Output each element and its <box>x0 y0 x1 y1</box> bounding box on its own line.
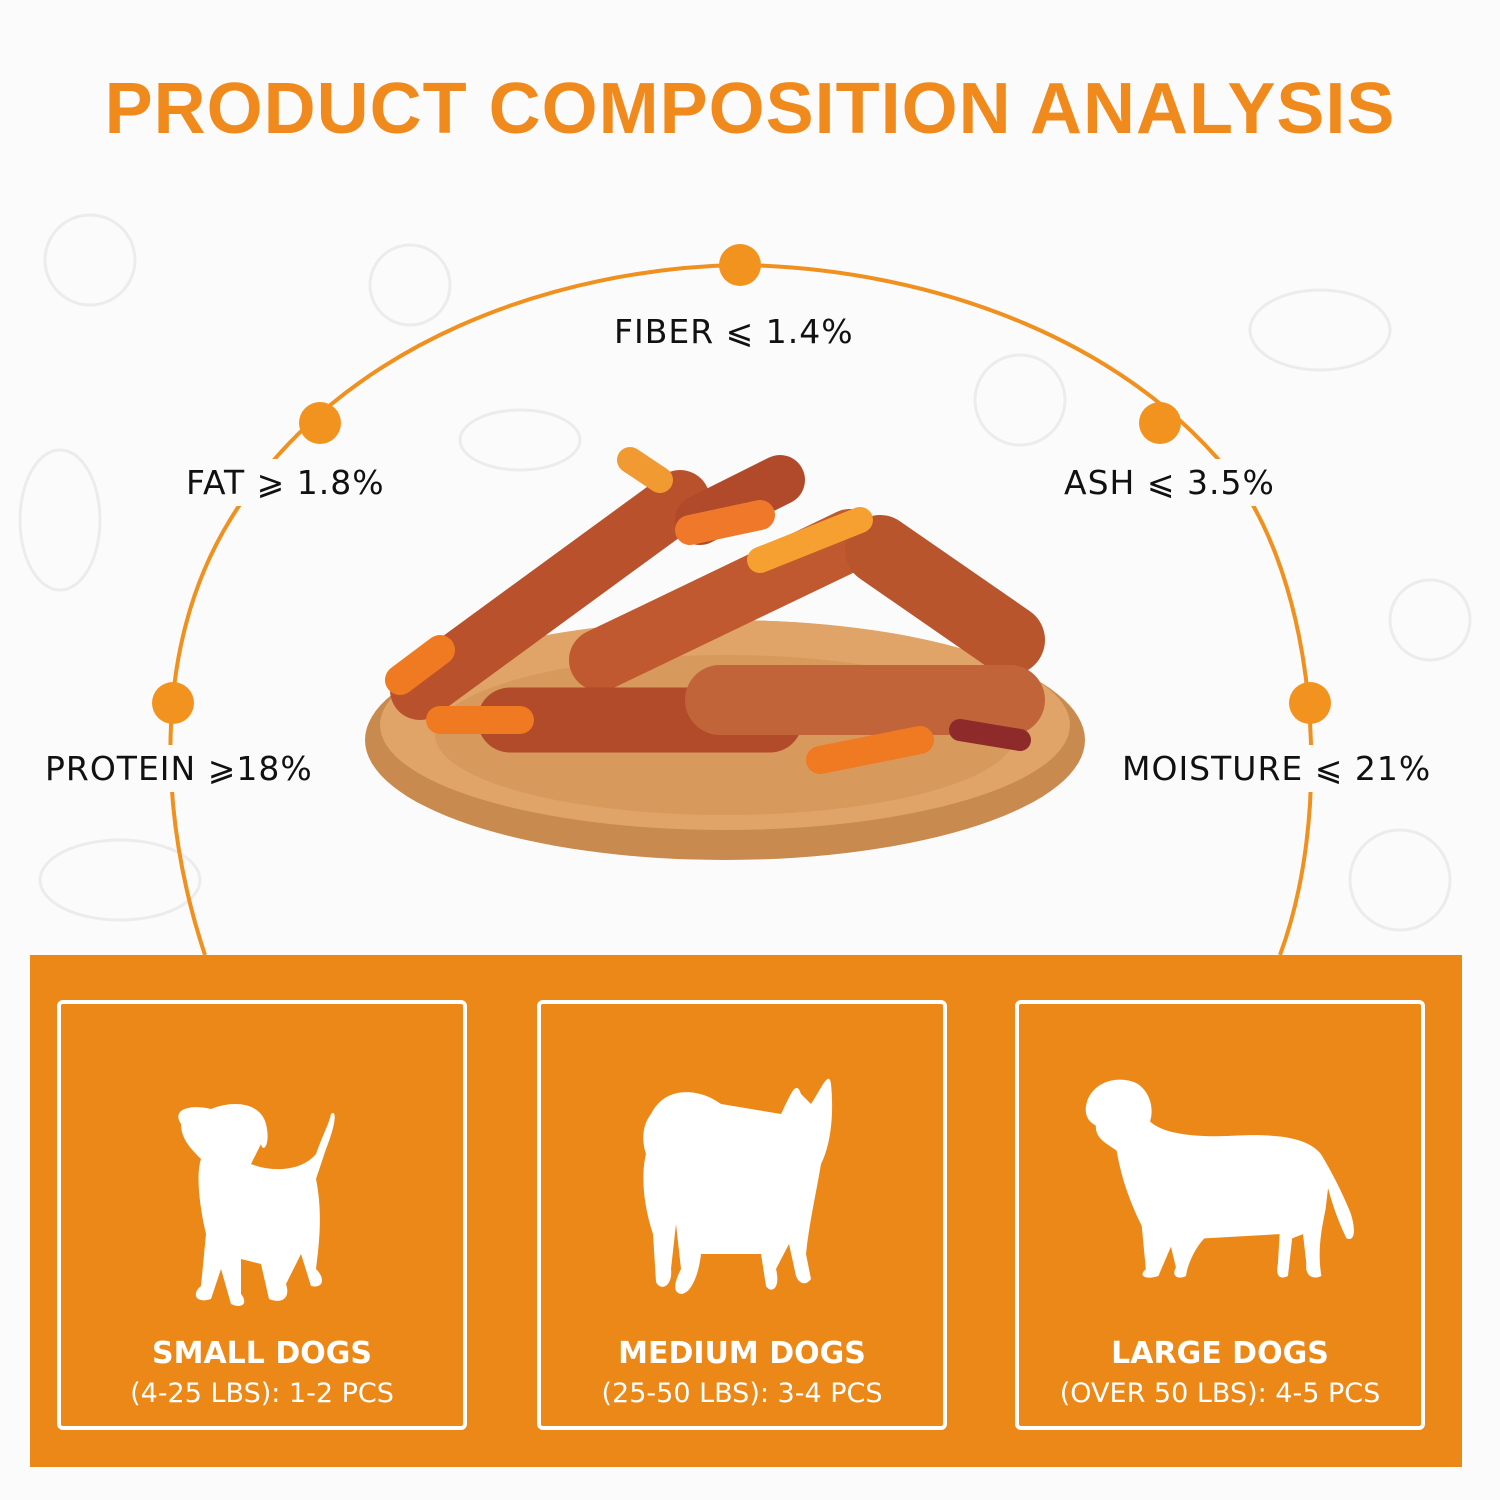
feeding-card-medium: MEDIUM DOGS (25-50 LBS): 3-4 PCS <box>537 1000 947 1430</box>
medium-dog-icon <box>643 1078 833 1294</box>
medium-dogs-title: MEDIUM DOGS <box>618 1336 866 1371</box>
fiber-dot <box>719 244 761 286</box>
protein-dot <box>152 682 194 724</box>
large-dogs-detail: (OVER 50 LBS): 4-5 PCS <box>1059 1378 1381 1409</box>
small-dog-icon <box>178 1104 335 1306</box>
product-photo <box>365 447 1085 860</box>
feeding-card-small: SMALL DOGS (4-25 LBS): 1-2 PCS <box>57 1000 467 1430</box>
small-dogs-title: SMALL DOGS <box>152 1336 372 1371</box>
nutrient-fiber: FIBER ⩽ 1.4% <box>606 308 862 355</box>
food-doodle-background <box>18 213 1472 932</box>
ash-dot <box>1139 402 1181 444</box>
feeding-card-large: LARGE DOGS (OVER 50 LBS): 4-5 PCS <box>1015 1000 1425 1430</box>
medium-dogs-detail: (25-50 LBS): 3-4 PCS <box>601 1378 883 1409</box>
page-title: PRODUCT COMPOSITION ANALYSIS <box>104 69 1396 149</box>
nutrient-protein: PROTEIN ⩾18% <box>37 745 321 792</box>
nutrient-fat: FAT ⩾ 1.8% <box>178 459 393 506</box>
large-dog-icon <box>1085 1079 1354 1278</box>
large-dogs-title: LARGE DOGS <box>1111 1336 1329 1371</box>
feeding-guide-panel: SMALL DOGS (4-25 LBS): 1-2 PCS MEDIUM DO… <box>30 955 1462 1467</box>
fat-dot <box>299 402 341 444</box>
nutrient-ash: ASH ⩽ 3.5% <box>1056 459 1283 506</box>
nutrient-moisture: MOISTURE ⩽ 21% <box>1114 745 1440 792</box>
small-dogs-detail: (4-25 LBS): 1-2 PCS <box>130 1378 394 1409</box>
moisture-dot <box>1289 682 1331 724</box>
